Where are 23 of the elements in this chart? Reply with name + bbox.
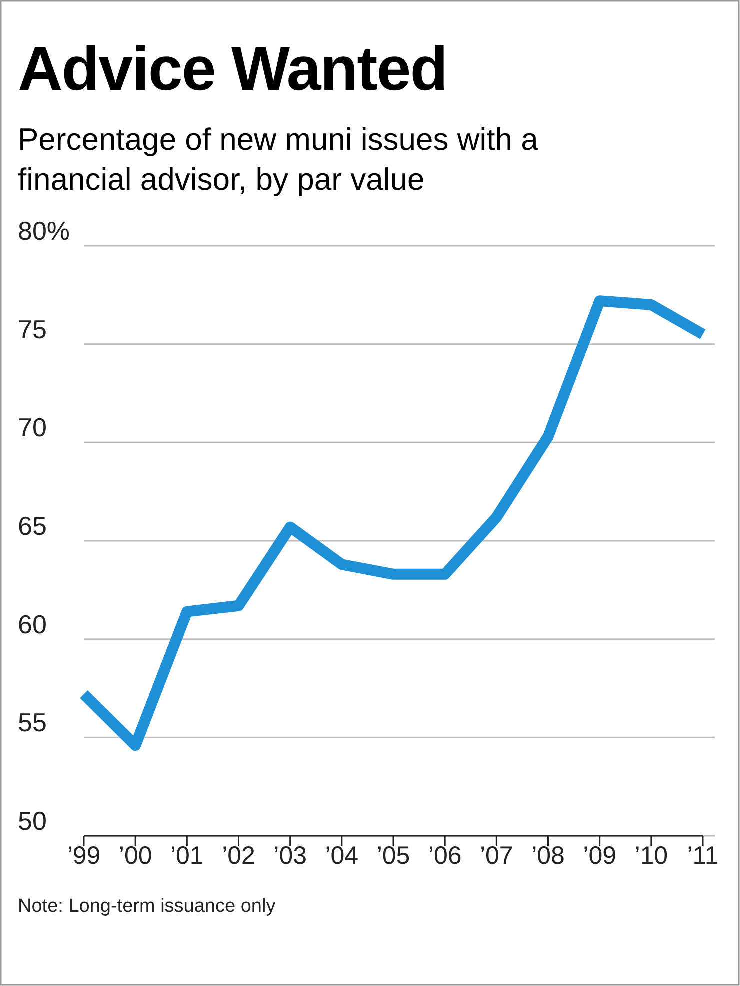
x-tick-label: ’09 [583,842,617,870]
x-tick-label: ’06 [428,842,462,870]
x-tick-label: ’07 [480,842,514,870]
chart-subtitle: Percentage of new muni issues with a financial advisor, by par value [18,122,540,197]
x-tick-label: ’00 [118,842,152,870]
x-tick-label: ’11 [687,842,719,870]
x-tick-label: ’99 [67,842,101,870]
y-tick-label: 65 [18,511,47,541]
text: Note: Long-term issuance only [18,896,276,917]
x-tick-label: ’02 [222,842,256,870]
y-tick-label: 70 [18,412,47,443]
x-tick-label: ’03 [274,842,308,870]
y-tick-label: 55 [18,708,47,738]
x-tick-label: ’01 [170,842,204,870]
x-tick-label: ’08 [532,842,565,870]
x-tick-label: ’04 [325,842,359,870]
x-tick-label: ’10 [634,842,668,870]
y-tick-label: 80% [18,216,70,246]
x-tick-label: ’05 [376,842,410,870]
y-tick-label: 75 [18,314,47,344]
chart-title: Advice Wanted [18,35,448,104]
y-tick-label: 60 [18,609,47,640]
y-tick-label: 50 [18,806,47,836]
